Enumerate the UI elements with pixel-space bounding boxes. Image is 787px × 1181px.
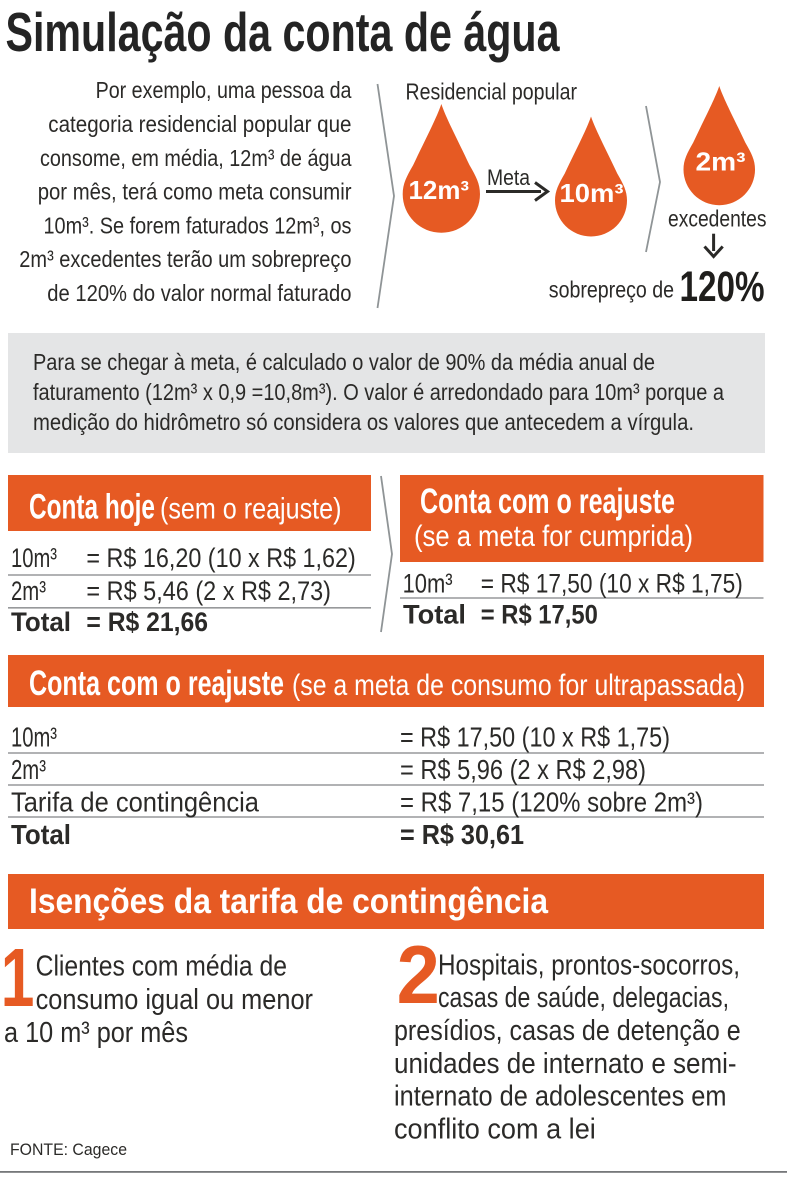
svg-text:faturamento (12m³ x 0,9 =10,8m: faturamento (12m³ x 0,9 =10,8m³). O valo… bbox=[33, 379, 724, 405]
svg-text:120%: 120% bbox=[680, 263, 765, 311]
svg-text:= R$ 17,50 (10 x R$ 1,75): = R$ 17,50 (10 x R$ 1,75) bbox=[400, 722, 670, 753]
svg-text:consumo igual ou menor: consumo igual ou menor bbox=[36, 984, 314, 1016]
svg-text:de 120% do valor normal fatura: de 120% do valor normal faturado bbox=[47, 280, 351, 306]
svg-text:10m³: 10m³ bbox=[11, 543, 57, 573]
svg-text:Tarifa de contingência: Tarifa de contingência bbox=[11, 786, 260, 817]
svg-text:Total: Total bbox=[11, 819, 71, 850]
svg-text:= R$ 5,46 (2 x R$ 2,73): = R$ 5,46 (2 x R$ 2,73) bbox=[86, 576, 331, 606]
svg-text:Total: Total bbox=[403, 600, 466, 630]
svg-text:excedentes: excedentes bbox=[668, 205, 767, 231]
svg-text:= R$ 7,15 (120% sobre 2m³): = R$ 7,15 (120% sobre 2m³) bbox=[400, 786, 703, 817]
svg-text:categoria residencial popular: categoria residencial popular que bbox=[48, 111, 351, 137]
svg-text:casas de saúde, delegacias,: casas de saúde, delegacias, bbox=[438, 982, 729, 1014]
svg-text:1: 1 bbox=[1, 932, 35, 1025]
svg-text:10m³: 10m³ bbox=[403, 568, 453, 598]
svg-text:Simulação da conta de água: Simulação da conta de água bbox=[6, 1, 560, 63]
svg-text:FONTE: Cagece: FONTE: Cagece bbox=[10, 1140, 127, 1159]
svg-text:presídios, casas de detenção e: presídios, casas de detenção e bbox=[394, 1015, 741, 1047]
svg-text:2: 2 bbox=[397, 929, 440, 1022]
svg-text:Para se chegar à meta, é calcu: Para se chegar à meta, é calculado o val… bbox=[33, 349, 655, 375]
svg-text:2m³: 2m³ bbox=[11, 576, 46, 606]
svg-text:Conta hoje: Conta hoje bbox=[29, 488, 155, 527]
svg-text:(se a meta for cumprida): (se a meta for cumprida) bbox=[414, 520, 693, 553]
svg-text:= R$ 17,50 (10 x R$ 1,75): = R$ 17,50 (10 x R$ 1,75) bbox=[481, 568, 743, 598]
svg-text:medição do hidrômetro só consi: medição do hidrômetro só considera os va… bbox=[33, 409, 694, 435]
svg-text:Clientes com média de: Clientes com média de bbox=[36, 951, 287, 983]
svg-text:12m³: 12m³ bbox=[409, 175, 470, 205]
svg-text:Meta: Meta bbox=[487, 165, 531, 190]
svg-text:por mês, terá como meta consum: por mês, terá como meta consumir bbox=[38, 179, 352, 205]
svg-text:(se a meta de consumo for ultr: (se a meta de consumo for ultrapassada) bbox=[292, 669, 745, 702]
svg-text:Hospitais, prontos-socorros,: Hospitais, prontos-socorros, bbox=[438, 949, 740, 981]
svg-text:internato de adolescentes em: internato de adolescentes em bbox=[394, 1081, 727, 1113]
svg-text:Conta com o reajuste: Conta com o reajuste bbox=[29, 664, 284, 703]
svg-text:= R$ 21,66: = R$ 21,66 bbox=[86, 607, 208, 637]
svg-text:10m³: 10m³ bbox=[11, 722, 57, 753]
svg-text:2m³: 2m³ bbox=[696, 146, 746, 176]
svg-text:consome, em média, 12m³ de águ: consome, em média, 12m³ de água bbox=[40, 145, 352, 171]
svg-text:sobrepreço de: sobrepreço de bbox=[549, 276, 674, 302]
svg-text:Residencial popular: Residencial popular bbox=[406, 78, 578, 104]
svg-text:conflito com a lei: conflito com a lei bbox=[394, 1113, 596, 1145]
svg-text:Por exemplo, uma pessoa da: Por exemplo, uma pessoa da bbox=[96, 77, 352, 103]
svg-text:unidades de internato e semi-: unidades de internato e semi- bbox=[394, 1048, 737, 1080]
svg-text:10m³: 10m³ bbox=[560, 178, 624, 208]
svg-text:Conta com o reajuste: Conta com o reajuste bbox=[420, 482, 675, 521]
svg-text:= R$ 30,61: = R$ 30,61 bbox=[400, 819, 524, 850]
svg-text:= R$ 17,50: = R$ 17,50 bbox=[481, 600, 598, 630]
svg-text:Total: Total bbox=[11, 607, 71, 637]
svg-text:2m³ excedentes terão um sobrep: 2m³ excedentes terão um sobrepreço bbox=[19, 246, 351, 272]
svg-text:a 10 m³ por mês: a 10 m³ por mês bbox=[4, 1017, 188, 1049]
svg-text:10m³. Se forem faturados 12m³,: 10m³. Se forem faturados 12m³, os bbox=[44, 212, 352, 238]
svg-text:Isenções da tarifa de contingê: Isenções da tarifa de contingência bbox=[29, 882, 548, 921]
svg-text:(sem o reajuste): (sem o reajuste) bbox=[160, 493, 342, 526]
svg-text:2m³: 2m³ bbox=[11, 754, 46, 785]
svg-text:= R$ 16,20 (10 x R$ 1,62): = R$ 16,20 (10 x R$ 1,62) bbox=[86, 543, 355, 573]
svg-text:= R$ 5,96 (2 x R$ 2,98): = R$ 5,96 (2 x R$ 2,98) bbox=[400, 754, 646, 785]
